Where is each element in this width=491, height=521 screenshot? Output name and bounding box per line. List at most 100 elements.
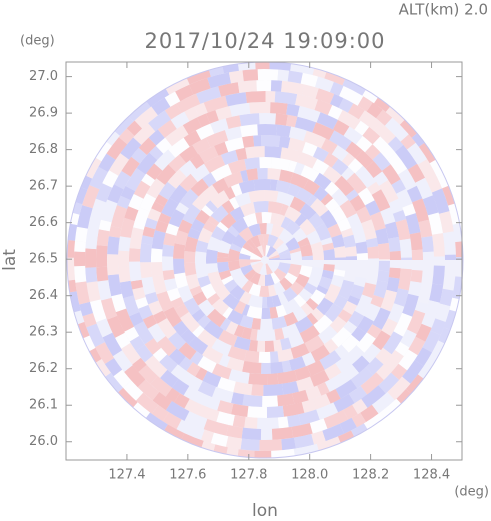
radar-cell [335, 379, 358, 399]
radar-cell [372, 152, 391, 171]
radar-cell [206, 263, 219, 274]
radar-cell [299, 325, 320, 344]
radar-cell [260, 318, 273, 330]
radar-cell [323, 249, 335, 260]
radar-cell [315, 223, 332, 241]
radar-cell [233, 324, 245, 338]
radar-cell [157, 119, 177, 138]
radar-cell [100, 297, 118, 320]
radar-cell [395, 219, 411, 241]
radar-cell [201, 205, 214, 217]
radar-cell [228, 159, 247, 175]
radar-cell [163, 232, 177, 247]
radar-cell [259, 285, 270, 297]
radar-cell [350, 367, 374, 389]
radar-cell [229, 104, 242, 117]
radar-cell [172, 378, 190, 396]
radar-cell [234, 192, 251, 207]
radar-cell [229, 206, 245, 222]
radar-cell [162, 269, 175, 281]
radar-cell [310, 370, 330, 387]
radar-cell [310, 241, 323, 251]
radar-cell [309, 418, 328, 434]
radar-cell [329, 81, 344, 96]
radar-cell [405, 213, 421, 235]
radar-cell [303, 179, 321, 196]
radar-cell [241, 327, 252, 340]
radar-cell [107, 274, 122, 297]
radar-cell [129, 335, 145, 351]
radar-cell [270, 80, 283, 92]
radar-cell [221, 230, 236, 245]
radar-cell [256, 329, 270, 342]
radar-cell [259, 222, 267, 235]
radar-cell [371, 189, 391, 212]
radar-cell [184, 236, 199, 253]
radar-cell [218, 269, 232, 281]
radar-cell [172, 258, 185, 275]
radar-cell [196, 86, 222, 104]
radar-cell [335, 257, 347, 260]
radar-cell [145, 412, 168, 431]
radar-cell [388, 198, 404, 214]
radar-cell [367, 246, 379, 259]
radar-cell [135, 392, 159, 414]
radar-cell [217, 400, 234, 415]
radar-cell [119, 217, 135, 238]
radar-cell [162, 244, 175, 257]
radar-cell [338, 279, 355, 300]
radar-cell [432, 233, 445, 257]
radar-cell [443, 231, 456, 255]
radar-cell [295, 273, 310, 288]
radar-cell [266, 246, 277, 258]
radar-cell [319, 350, 342, 370]
radar-cell [228, 260, 241, 272]
radar-cell [174, 304, 189, 319]
radar-cell [387, 376, 411, 401]
radar-cell [312, 158, 330, 175]
radar-cell [414, 301, 429, 314]
radar-cell [142, 314, 158, 329]
radar-cell [257, 68, 279, 81]
radar-cell [86, 323, 105, 348]
radar-cell [394, 341, 410, 357]
radar-cell [375, 347, 392, 365]
radar-cell [334, 246, 346, 258]
radar-cell [160, 369, 179, 388]
radar-cell [131, 147, 147, 164]
radar-cell [135, 344, 154, 363]
radar-cell [238, 62, 256, 71]
radar-cell [327, 223, 342, 238]
radar-cell [174, 230, 189, 246]
radar-cell [183, 130, 202, 147]
radar-cell [356, 253, 369, 260]
radar-cell [302, 84, 319, 99]
radar-cell [95, 359, 111, 377]
radar-cell [151, 405, 169, 422]
radar-cell [387, 350, 404, 367]
radar-cell [295, 94, 318, 110]
radar-cell [154, 194, 169, 207]
radar-cell [218, 82, 240, 97]
radar-cell [128, 101, 151, 122]
radar-cell [210, 190, 230, 209]
radar-cell [245, 146, 265, 159]
radar-cell [331, 188, 349, 207]
radar-cell [170, 364, 192, 384]
radar-cell [148, 300, 163, 316]
radar-cell [238, 259, 251, 268]
radar-cell [281, 360, 292, 373]
radar-cell [242, 69, 259, 82]
radar-cell [212, 177, 229, 194]
radar-cell [168, 348, 186, 366]
radar-cell [381, 318, 398, 337]
radar-cell [354, 120, 370, 136]
x-tick-label: 128.0 [291, 468, 328, 483]
radar-cell [426, 300, 440, 314]
radar-cell [379, 259, 391, 260]
radar-cell [184, 398, 203, 415]
radar-cell [139, 193, 157, 212]
radar-cell [302, 141, 318, 157]
radar-cell [192, 325, 205, 338]
